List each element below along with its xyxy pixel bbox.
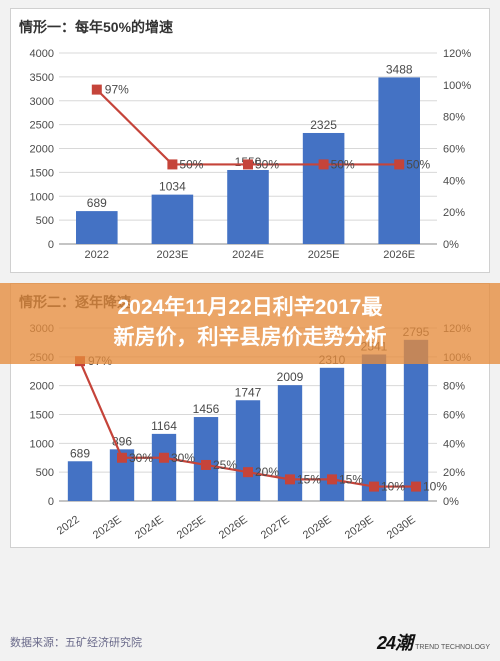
svg-text:2022: 2022: [85, 249, 109, 261]
svg-text:689: 689: [70, 446, 90, 460]
svg-text:15%: 15%: [297, 472, 321, 486]
svg-text:25%: 25%: [213, 458, 237, 472]
svg-text:1164: 1164: [151, 419, 177, 433]
data-source: 数据来源：五矿经济研究院: [10, 634, 142, 650]
svg-text:20%: 20%: [443, 207, 465, 219]
svg-text:97%: 97%: [105, 83, 129, 97]
brand-logo: 24潮 TREND TECHNOLOGY: [377, 629, 490, 655]
svg-text:30%: 30%: [129, 451, 153, 465]
svg-text:2023E: 2023E: [156, 249, 188, 261]
svg-text:2024E: 2024E: [133, 514, 166, 542]
svg-text:1747: 1747: [235, 385, 262, 399]
svg-text:2000: 2000: [30, 381, 54, 393]
svg-text:689: 689: [87, 196, 107, 210]
svg-text:1456: 1456: [193, 402, 220, 416]
svg-text:4000: 4000: [30, 48, 54, 60]
chart1-title: 情形一：每年50%的增速: [17, 17, 483, 37]
svg-text:2500: 2500: [30, 120, 54, 132]
svg-text:0%: 0%: [443, 239, 459, 251]
svg-text:60%: 60%: [443, 144, 465, 156]
chart1-svg: 0 500 1000 1500 2000 2500 3000 3500 4000 0% 20% 40%…: [17, 43, 483, 268]
svg-text:2023E: 2023E: [91, 514, 124, 542]
svg-text:2028E: 2028E: [301, 514, 334, 542]
svg-text:1034: 1034: [159, 180, 186, 194]
svg-text:30%: 30%: [171, 451, 195, 465]
chart1-panel: 情形一：每年50%的增速 0 500 1000 1500 2000 2500 3000 350…: [10, 8, 490, 273]
svg-text:20%: 20%: [255, 465, 279, 479]
svg-text:50%: 50%: [179, 157, 203, 171]
svg-text:2325: 2325: [310, 118, 337, 132]
svg-text:1000: 1000: [30, 438, 54, 450]
svg-text:15%: 15%: [339, 472, 363, 486]
overlay-line2: 新房价，利辛县房价走势分析: [12, 323, 488, 353]
brand-main: 24潮: [377, 629, 412, 655]
svg-text:1000: 1000: [30, 191, 54, 203]
svg-text:3000: 3000: [30, 96, 54, 108]
svg-text:20%: 20%: [443, 467, 465, 479]
svg-text:10%: 10%: [381, 480, 405, 494]
svg-text:1500: 1500: [30, 167, 54, 179]
svg-text:100%: 100%: [443, 80, 471, 92]
svg-text:3500: 3500: [30, 72, 54, 84]
svg-text:10%: 10%: [423, 480, 447, 494]
svg-text:3488: 3488: [386, 62, 413, 76]
svg-text:60%: 60%: [443, 410, 465, 422]
svg-text:2026E: 2026E: [383, 249, 415, 261]
svg-text:50%: 50%: [331, 157, 355, 171]
footer: 数据来源：五矿经济研究院 24潮 TREND TECHNOLOGY: [10, 629, 490, 655]
svg-text:50%: 50%: [255, 157, 279, 171]
overlay-line1: 2024年11月22日利辛2017最: [12, 293, 488, 323]
svg-text:2000: 2000: [30, 144, 54, 156]
svg-text:2027E: 2027E: [259, 514, 292, 542]
svg-text:50%: 50%: [406, 157, 430, 171]
svg-text:2024E: 2024E: [232, 249, 264, 261]
svg-text:120%: 120%: [443, 48, 471, 60]
svg-text:80%: 80%: [443, 381, 465, 393]
svg-text:2022: 2022: [55, 514, 82, 538]
svg-text:2025E: 2025E: [175, 514, 208, 542]
svg-text:2009: 2009: [277, 370, 304, 384]
svg-text:2025E: 2025E: [308, 249, 340, 261]
headline-overlay: 2024年11月22日利辛2017最 新房价，利辛县房价走势分析: [0, 283, 500, 364]
svg-text:500: 500: [36, 215, 54, 227]
brand-sub: TREND TECHNOLOGY: [415, 644, 490, 651]
svg-text:1500: 1500: [30, 410, 54, 422]
svg-text:80%: 80%: [443, 112, 465, 124]
svg-text:2026E: 2026E: [217, 514, 250, 542]
svg-text:2030E: 2030E: [385, 514, 418, 542]
svg-text:40%: 40%: [443, 438, 465, 450]
svg-text:0: 0: [48, 496, 54, 508]
svg-text:0%: 0%: [443, 496, 459, 508]
svg-text:40%: 40%: [443, 175, 465, 187]
chart1-wrap: 0 500 1000 1500 2000 2500 3000 3500 4000 0% 20% 40%…: [17, 43, 483, 268]
svg-text:0: 0: [48, 239, 54, 251]
svg-text:500: 500: [36, 467, 54, 479]
svg-text:2029E: 2029E: [343, 514, 376, 542]
